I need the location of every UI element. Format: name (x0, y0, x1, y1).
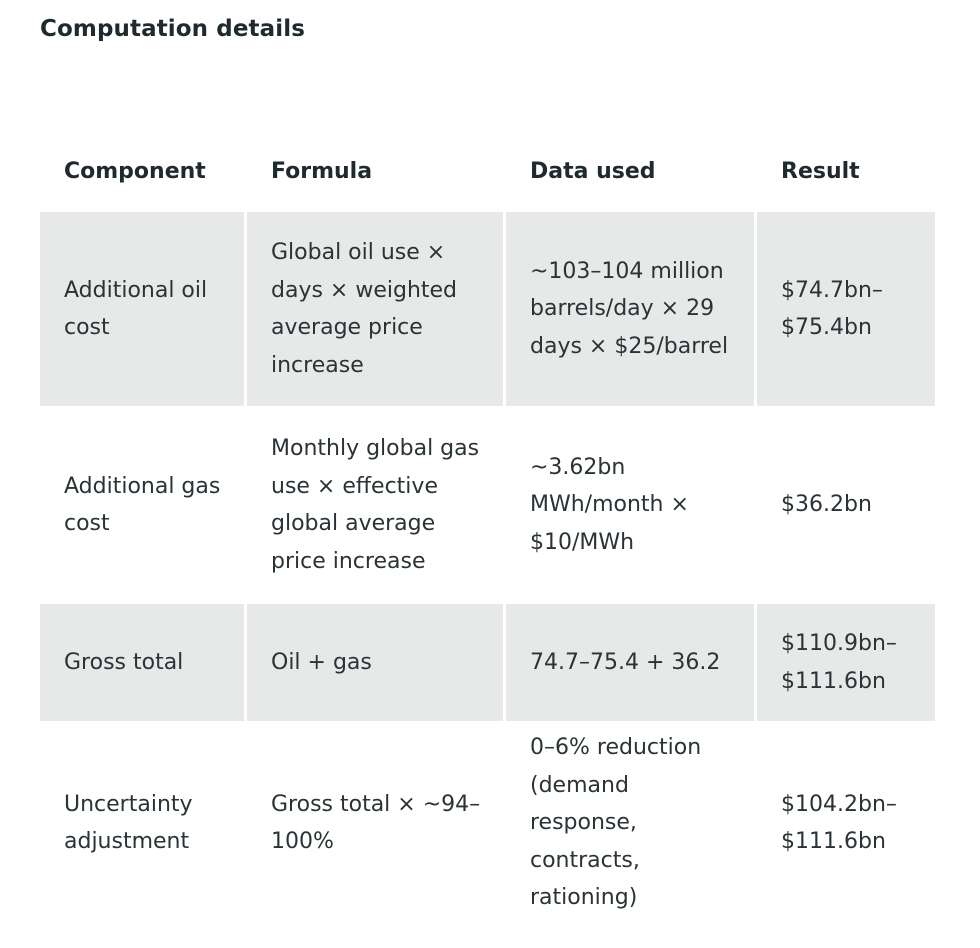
cell-component: Uncertainty adjustment (40, 721, 244, 925)
table-row: Gross total Oil + gas 74.7–75.4 + 36.2 $… (40, 604, 935, 721)
cell-component: Additional oil cost (40, 212, 244, 406)
cell-text: Global oil use × days × weighted average… (271, 240, 458, 378)
cell-text: 0–6% reduction (demand response, contrac… (530, 735, 702, 911)
cell-text: $74.7bn–$75.4bn (781, 277, 883, 341)
cell-result: $36.2bn (757, 406, 935, 604)
cell-text: $36.2bn (781, 492, 872, 518)
column-header-formula: Formula (271, 158, 373, 184)
cell-text: Gross total (64, 649, 184, 675)
cell-text: ~3.62bn MWh/month × $10/MWh (530, 454, 689, 555)
cell-text: Additional oil cost (64, 277, 208, 341)
cell-data-used: 74.7–75.4 + 36.2 (506, 604, 754, 721)
column-header-component: Component (64, 158, 206, 184)
cell-formula: Oil + gas (247, 604, 503, 721)
cell-component: Gross total (40, 604, 244, 721)
section-title: Computation details (40, 16, 305, 42)
cell-text: Gross total × ~94–100% (271, 791, 481, 855)
cell-text: $110.9bn–$111.6bn (781, 631, 897, 694)
cell-result: $104.2bn–$111.6bn (757, 721, 935, 925)
column-header-result: Result (781, 158, 860, 184)
cell-text: ~103–104 million barrels/day × 29 days ×… (530, 258, 729, 359)
cell-result: $74.7bn–$75.4bn (757, 212, 935, 406)
cell-data-used: 0–6% reduction (demand response, contrac… (506, 721, 754, 925)
computation-table: Component Formula Data used Result Addit… (37, 130, 938, 925)
cell-formula: Gross total × ~94–100% (247, 721, 503, 925)
cell-text: Monthly global gas use × effective globa… (271, 436, 480, 574)
cell-data-used: ~3.62bn MWh/month × $10/MWh (506, 406, 754, 604)
cell-formula: Global oil use × days × weighted average… (247, 212, 503, 406)
cell-result: $110.9bn–$111.6bn (757, 604, 935, 721)
cell-text: Oil + gas (271, 649, 372, 675)
header-row: Component Formula Data used Result (40, 130, 935, 212)
table-body: Additional oil cost Global oil use × day… (40, 212, 935, 925)
cell-text: 74.7–75.4 + 36.2 (530, 649, 721, 675)
cell-formula: Monthly global gas use × effective globa… (247, 406, 503, 604)
table-header: Component Formula Data used Result (40, 130, 935, 212)
table-row: Uncertainty adjustment Gross total × ~94… (40, 721, 935, 925)
cell-text: Additional gas cost (64, 473, 221, 537)
column-header-data-used: Data used (530, 158, 656, 184)
cell-text: Uncertainty adjustment (64, 791, 193, 855)
cell-data-used: ~103–104 million barrels/day × 29 days ×… (506, 212, 754, 406)
table-row: Additional oil cost Global oil use × day… (40, 212, 935, 406)
table-row: Additional gas cost Monthly global gas u… (40, 406, 935, 604)
cell-text: $104.2bn–$111.6bn (781, 791, 897, 855)
cell-component: Additional gas cost (40, 406, 244, 604)
